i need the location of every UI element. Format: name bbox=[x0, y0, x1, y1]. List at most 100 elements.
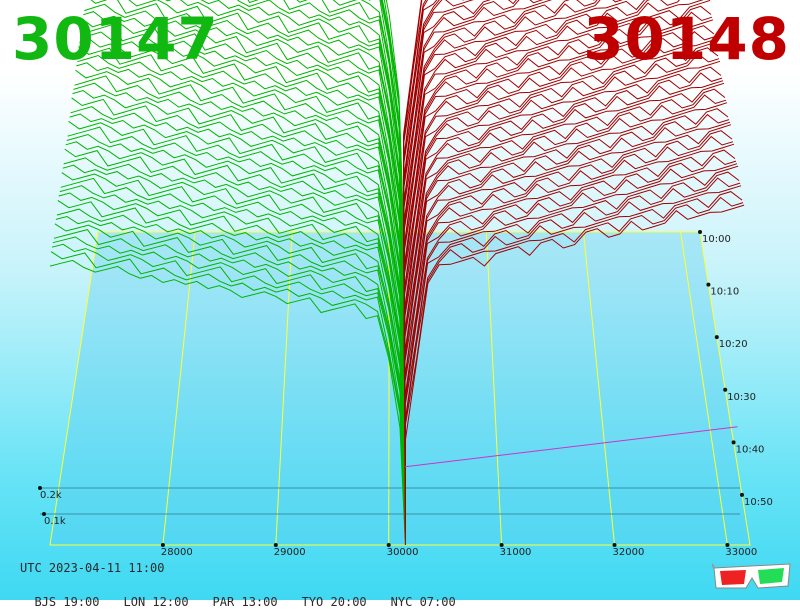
city-time-tyo: TYO 20:00 bbox=[301, 595, 367, 609]
bid-depth-line bbox=[76, 62, 405, 373]
depth-tick-dot bbox=[42, 512, 46, 516]
city-time-par: PAR 13:00 bbox=[212, 595, 278, 609]
bid-depth-line bbox=[80, 31, 405, 348]
z-tick-label: 10:30 bbox=[727, 392, 756, 403]
bid-depth-line bbox=[66, 133, 406, 437]
ask-depth-line bbox=[404, 88, 726, 424]
bid-depth-line bbox=[73, 82, 405, 392]
ask-depth-line bbox=[403, 25, 715, 354]
grid-line bbox=[582, 231, 616, 546]
x-tick-label: 28000 bbox=[161, 547, 193, 558]
bid-depth-line bbox=[77, 54, 405, 367]
z-tick-label: 10:20 bbox=[719, 339, 748, 350]
ask-depth-line bbox=[404, 163, 738, 501]
ask-depth-line bbox=[403, 0, 711, 328]
ask-depth-line bbox=[404, 124, 732, 462]
axis-labels: 28000 29000 30000 31000 32000 33000 0.2k 0.1k 10… bbox=[38, 230, 773, 558]
z-tick-dot bbox=[706, 282, 711, 287]
bid-depth-line bbox=[62, 164, 406, 463]
x-tick-label: 33000 bbox=[725, 547, 757, 558]
ask-price: 30148 bbox=[583, 5, 790, 73]
ask-depth-line bbox=[404, 102, 728, 437]
ask-depth-line bbox=[404, 80, 724, 411]
ask-depth-line bbox=[404, 72, 723, 405]
ask-depth-line bbox=[404, 82, 725, 418]
ask-depth-line bbox=[404, 196, 744, 539]
ask-depth-line bbox=[403, 0, 704, 322]
z-tick-dot bbox=[723, 387, 728, 392]
z-tick-label: 10:00 bbox=[702, 234, 731, 245]
city-time-bjs: BJS 19:00 bbox=[34, 595, 100, 609]
bid-price: 30147 bbox=[12, 5, 219, 73]
x-tick-dot bbox=[499, 543, 504, 547]
x-tick-label: 32000 bbox=[613, 547, 645, 558]
x-tick-label: 29000 bbox=[274, 547, 306, 558]
bid-depth-line bbox=[64, 148, 406, 450]
x-tick-label: 30000 bbox=[387, 547, 419, 558]
ask-depth-line bbox=[403, 0, 595, 290]
bid-depth-line bbox=[65, 141, 406, 443]
bid-depth-line bbox=[52, 236, 406, 526]
bid-depth-line bbox=[57, 199, 406, 494]
bid-depth-line bbox=[79, 38, 405, 354]
chart-grid bbox=[40, 231, 740, 546]
ask-depth-line bbox=[403, 47, 719, 379]
ask-depth-line bbox=[404, 185, 742, 526]
bid-depth-line bbox=[61, 172, 406, 469]
grid-line bbox=[162, 231, 196, 546]
ask-depth-line bbox=[404, 191, 743, 533]
bid-depth-line bbox=[247, 0, 405, 284]
x-tick-label: 31000 bbox=[500, 547, 532, 558]
z-tick-dot bbox=[698, 230, 702, 234]
bid-depth-line bbox=[53, 229, 406, 520]
bid-depth-line bbox=[81, 18, 405, 335]
ask-depth-line bbox=[403, 0, 598, 296]
grid-line bbox=[485, 231, 503, 546]
ask-depth-line bbox=[404, 130, 733, 469]
bid-depth-line bbox=[72, 89, 405, 399]
grid-line bbox=[680, 231, 728, 546]
bid-depth-line bbox=[69, 113, 406, 418]
ask-depth-line bbox=[404, 135, 734, 475]
bid-depth-line bbox=[208, 0, 405, 290]
ask-depth-line bbox=[404, 204, 745, 545]
ask-depth-line bbox=[403, 0, 517, 277]
bid-depth-line bbox=[59, 185, 406, 482]
ask-depth-line bbox=[404, 60, 721, 392]
ask-depth-line bbox=[403, 11, 713, 341]
bid-depth-line bbox=[74, 75, 405, 386]
z-tick-label: 10:50 bbox=[744, 497, 773, 508]
ask-depth-line bbox=[404, 121, 731, 456]
ask-depth-line bbox=[404, 155, 737, 494]
bid-depth-line bbox=[54, 223, 406, 514]
x-tick-dot bbox=[160, 543, 165, 547]
bid-depth-line bbox=[55, 215, 406, 507]
z-tick-dot bbox=[740, 492, 744, 497]
depth-tick-label: 0.2k bbox=[40, 490, 62, 501]
city-time-nyc: NYC 07:00 bbox=[390, 595, 456, 609]
ask-depth-line bbox=[403, 38, 717, 367]
bid-depth-line bbox=[83, 11, 405, 328]
bid-depth-line bbox=[68, 120, 406, 424]
ask-depth-line bbox=[404, 108, 729, 443]
bid-depth-line bbox=[200, 0, 405, 296]
bid-depth-line bbox=[49, 259, 406, 546]
city-time-lon: LON 12:00 bbox=[123, 595, 189, 609]
bid-depth-line bbox=[50, 251, 406, 539]
z-tick-dot bbox=[731, 440, 736, 445]
bid-depth-line bbox=[71, 97, 406, 405]
ask-depth-line bbox=[403, 0, 646, 309]
ask-depth-line bbox=[403, 41, 718, 373]
ask-depth-line bbox=[403, 19, 714, 347]
ask-depth-line bbox=[404, 177, 741, 520]
bid-depth-line bbox=[84, 3, 405, 322]
z-tick-dot bbox=[714, 335, 719, 340]
bid-depth-line bbox=[78, 46, 405, 360]
ask-depth-line bbox=[403, 0, 680, 315]
ask-depth-line bbox=[404, 171, 740, 514]
x-tick-dot bbox=[612, 543, 617, 547]
bid-depth-line bbox=[58, 192, 406, 488]
3d-glasses-icon[interactable] bbox=[712, 560, 792, 592]
bid-depth-line bbox=[63, 157, 406, 456]
ask-depth-line bbox=[404, 113, 730, 450]
